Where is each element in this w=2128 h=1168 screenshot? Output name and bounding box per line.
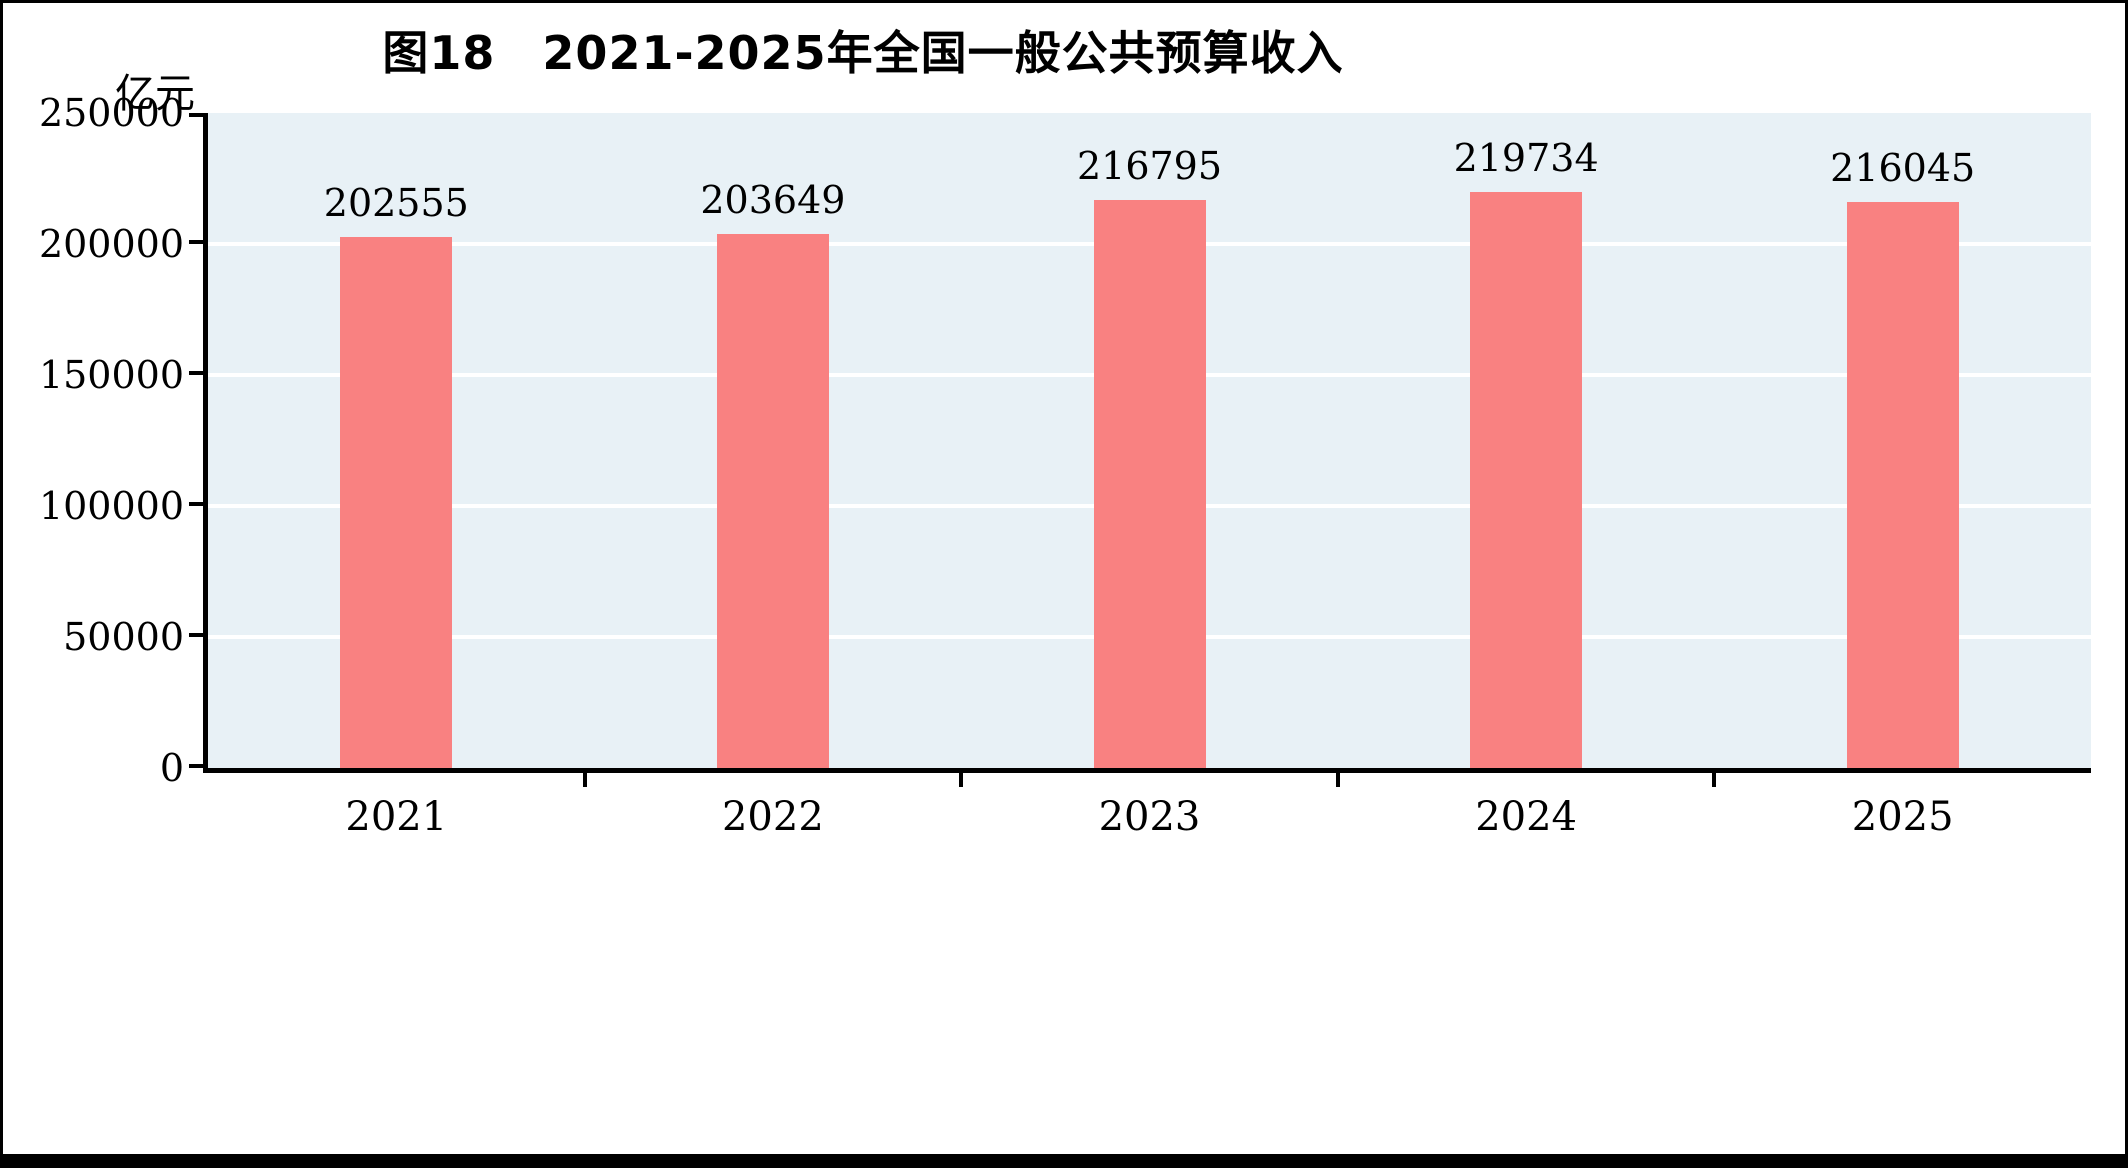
y-tick-label-200000: 200000 [38, 222, 184, 266]
x-tick-label-2023: 2023 [1098, 794, 1201, 840]
y-tick-label-0: 0 [159, 746, 184, 790]
x-axis-tick-2 [959, 773, 964, 787]
y-axis-tick-250000 [189, 113, 203, 117]
y-tick-label-100000: 100000 [38, 484, 184, 528]
x-axis-tick-4 [1712, 773, 1717, 787]
bar-value-label-2024: 219734 [1453, 136, 1599, 181]
y-axis-tick-0 [189, 764, 203, 768]
x-tick-label-2021: 2021 [345, 794, 448, 840]
bar-value-label-2021: 202555 [323, 181, 469, 226]
bar-2023 [1093, 200, 1206, 768]
x-axis-tick-1 [582, 773, 587, 787]
chart-title: 图18 2021-2025年全国一般公共预算收入 [382, 26, 1344, 80]
y-axis-unit-label: 亿元 [115, 71, 195, 117]
y-axis-tick-50000 [189, 633, 203, 637]
bar-value-label-2023: 216795 [1076, 144, 1223, 188]
x-axis-tick-3 [1335, 773, 1340, 787]
bar-2024 [1470, 192, 1583, 768]
y-tick-label-50000: 50000 [63, 615, 184, 659]
x-tick-label-2022: 2022 [721, 794, 824, 840]
y-axis-tick-150000 [189, 371, 203, 375]
x-tick-label-2025: 2025 [1851, 794, 1954, 840]
bar-2025 [1846, 201, 1959, 768]
y-axis-tick-100000 [189, 502, 203, 506]
y-axis-tick-200000 [189, 240, 203, 244]
bar-2022 [716, 234, 829, 768]
bar-value-label-2022: 203649 [700, 178, 846, 223]
y-tick-label-250000: 250000 [38, 91, 184, 135]
x-tick-label-2024: 2024 [1475, 794, 1577, 840]
plot-area: 0 50000 100000 150000 200000 250000 202555 2021… [39, 91, 2091, 840]
bar-value-label-2025: 216045 [1830, 145, 1976, 190]
y-tick-label-150000: 150000 [38, 353, 184, 397]
bar-2021 [340, 237, 453, 768]
